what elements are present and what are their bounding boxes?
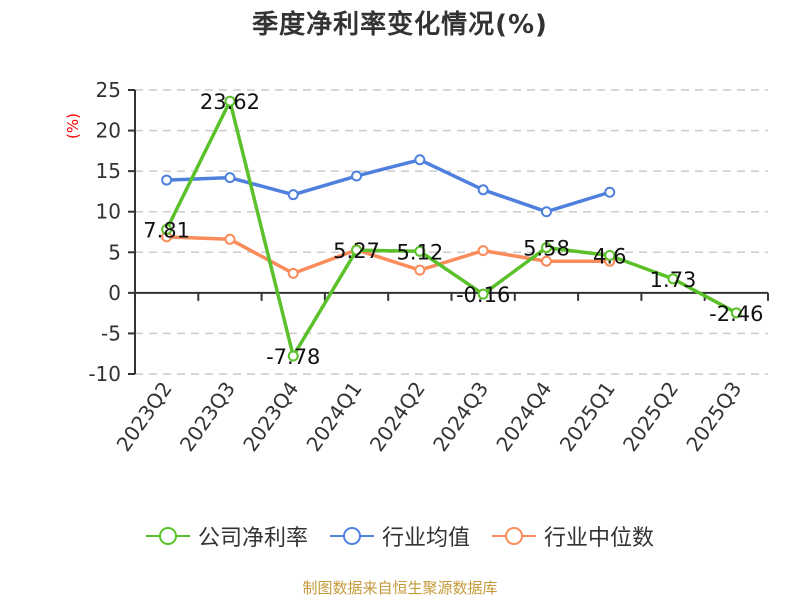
x-tick-label: 2024Q3 — [428, 377, 493, 456]
data-point — [667, 273, 679, 285]
data-point — [540, 242, 552, 254]
x-tick-label: 2025Q1 — [555, 377, 620, 456]
series-line — [166, 235, 610, 276]
data-point — [414, 264, 426, 276]
x-tick-label: 2023Q4 — [238, 377, 303, 456]
data-point — [161, 223, 173, 235]
data-point — [477, 184, 489, 196]
y-tick-label: 0 — [108, 281, 121, 305]
line-circle-icon — [492, 527, 536, 545]
x-tick-label: 2024Q1 — [301, 377, 366, 456]
legend-label: 行业均值 — [381, 526, 470, 551]
data-point — [730, 307, 742, 319]
data-label: 23.62 — [200, 90, 260, 114]
data-label: -2.46 — [709, 302, 763, 326]
data-point — [540, 206, 552, 218]
x-tick-label: 2023Q2 — [112, 377, 177, 456]
series-line — [165, 99, 738, 358]
y-tick-label: 25 — [96, 78, 121, 102]
data-point — [287, 350, 299, 362]
line-chart: 25 20 15 10 5 0 -5 -10 2023Q22023Q32023Q42024Q1… — [64, 78, 769, 456]
x-tick-label: 2025Q2 — [618, 377, 683, 456]
data-label: -0.16 — [456, 283, 510, 307]
x-tick-label: 2024Q4 — [491, 377, 556, 456]
y-tick-label: 15 — [96, 159, 121, 183]
y-tick-label: -10 — [88, 362, 121, 386]
y-tick-label: 10 — [96, 200, 121, 224]
x-tick-label: 2023Q3 — [175, 377, 240, 456]
data-point — [224, 172, 236, 184]
chart-title: 季度净利率变化情况(%) — [252, 10, 548, 40]
data-label: 5.58 — [523, 237, 570, 261]
line-circle-icon — [145, 527, 190, 545]
series-lines — [161, 95, 742, 362]
data-source-footer: 制图数据来自恒生聚源数据库 — [302, 579, 498, 597]
y-axis: 25 20 15 10 5 0 -5 -10 — [88, 78, 136, 386]
data-point — [604, 186, 616, 198]
legend: 公司净利率 行业均值 行业中位数 — [0, 520, 800, 552]
data-point — [604, 250, 616, 262]
legend-item-company[interactable]: 公司净利率 — [145, 520, 308, 552]
data-label: 7.81 — [143, 218, 190, 242]
data-point — [414, 245, 426, 257]
data-point — [540, 255, 552, 267]
data-point — [224, 233, 236, 245]
y-tick-label: -5 — [101, 321, 121, 345]
data-labels: 7.81 23.62 -7.78 5.27 5.12 -0.16 5.58 4.6 1.73 -2… — [143, 90, 763, 369]
data-point — [287, 189, 299, 201]
grid-lines — [135, 89, 768, 375]
legend-label: 行业中位数 — [544, 526, 655, 551]
data-label: 1.73 — [650, 268, 697, 292]
data-point — [351, 244, 363, 256]
data-point — [287, 267, 299, 279]
data-point — [477, 288, 489, 300]
x-tick-label: 2024Q2 — [365, 377, 430, 456]
data-label: 5.27 — [333, 239, 380, 263]
y-tick-label: 20 — [96, 119, 121, 143]
data-point — [161, 174, 173, 186]
data-label: 5.12 — [396, 240, 443, 264]
data-point — [224, 95, 236, 107]
data-point — [414, 154, 426, 166]
y-tick-label: 5 — [108, 240, 121, 264]
y-axis-unit: (%) — [64, 113, 82, 139]
data-point — [351, 170, 363, 182]
legend-item-industry-avg[interactable]: 行业均值 — [329, 520, 470, 552]
legend-item-industry-median[interactable]: 行业中位数 — [492, 520, 654, 552]
legend-label: 公司净利率 — [197, 526, 308, 551]
data-label: 4.6 — [593, 245, 626, 269]
data-point — [477, 245, 489, 257]
line-circle-icon — [329, 527, 374, 545]
series-line — [166, 158, 611, 214]
data-label: -7.78 — [266, 345, 320, 369]
x-tick-label: 2025Q3 — [681, 377, 746, 456]
